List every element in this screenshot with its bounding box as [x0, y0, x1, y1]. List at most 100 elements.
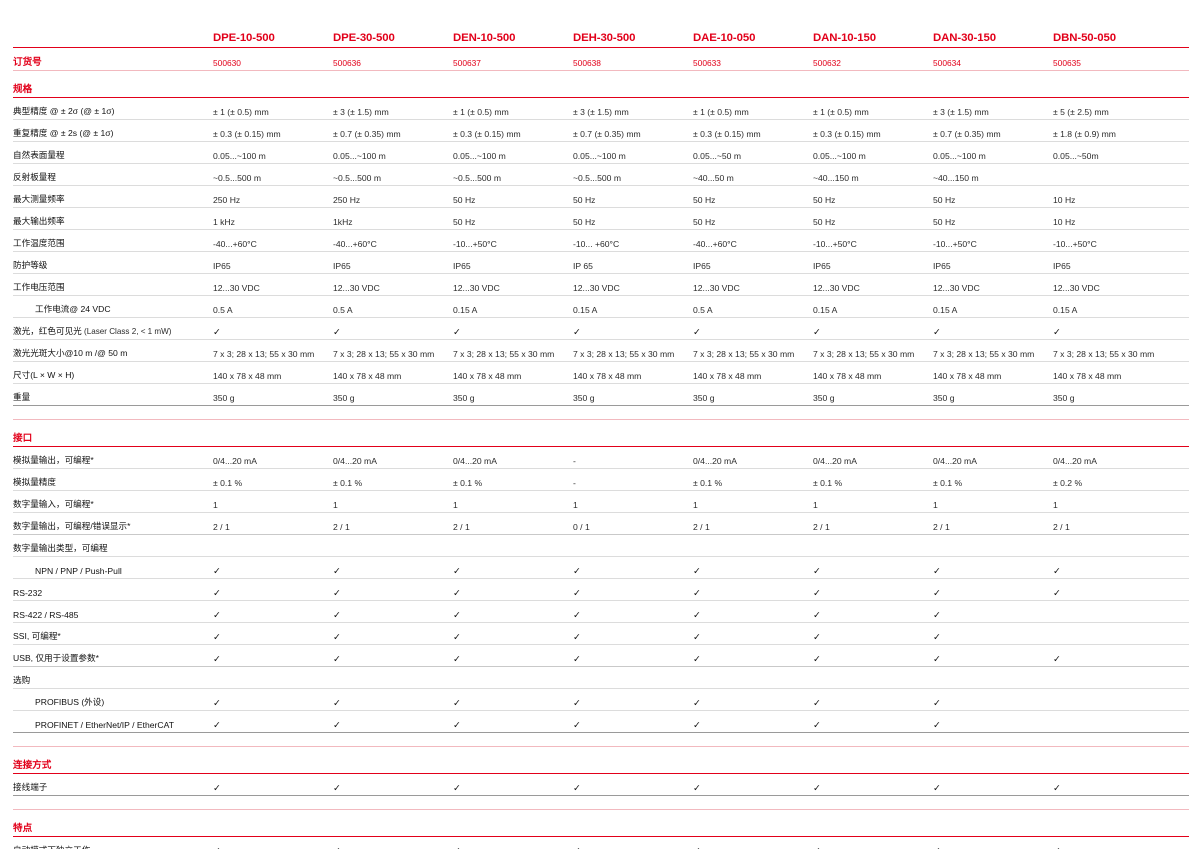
table-row: 尺寸(L × W × H) 140 x 78 x 48 mm 140 x 78 x …	[13, 361, 1189, 384]
cell-value: -10...+50°C	[933, 229, 1053, 252]
check-icon: ✓	[1053, 326, 1061, 337]
section-header-spacer	[1053, 746, 1189, 774]
cell-value: ± 3 (± 1.5) mm	[333, 97, 453, 120]
cell-check: ✓	[333, 836, 453, 849]
check-icon: ✓	[213, 565, 221, 576]
cell-value: 2 / 1	[933, 512, 1053, 535]
cell-value: 7 x 3; 28 x 13; 55 x 30 mm	[813, 339, 933, 362]
row-label: 自然表面量程	[13, 141, 213, 164]
check-icon: ✓	[693, 653, 701, 664]
cell-check	[933, 666, 1053, 689]
cell-value: 140 x 78 x 48 mm	[213, 361, 333, 384]
cell-value: 12...30 VDC	[213, 273, 333, 296]
check-icon: ✓	[813, 609, 821, 620]
cell-value: 50 Hz	[933, 207, 1053, 230]
row-label-text: RS-232	[13, 588, 43, 598]
check-icon: ✓	[213, 609, 221, 620]
column-header-dan-30-150: DAN-30-150	[933, 32, 996, 44]
cell-value: 2 / 1	[453, 512, 573, 535]
check-icon: ✓	[693, 326, 701, 337]
row-label-text: 自动模式下独立工作	[13, 845, 90, 849]
cell-value: ± 0.1 %	[933, 468, 1053, 491]
section-header-spacer	[573, 746, 693, 774]
cell-value: 10 Hz	[1053, 185, 1189, 208]
row-label-text: 典型精度 @ ± 2σ (@ ± 1σ)	[13, 106, 115, 116]
cell-check: ✓	[693, 644, 813, 667]
cell-value: ± 0.7 (± 0.35) mm	[573, 119, 693, 142]
check-icon: ✓	[213, 653, 221, 664]
specification-comparison-table: DPE-10-500 DPE-30-500 DEN-10-500 DEH-30-500…	[13, 22, 1189, 849]
cell-check: ✓	[213, 600, 333, 623]
check-icon: ✓	[933, 697, 941, 708]
cell-value: 12...30 VDC	[813, 273, 933, 296]
cell-check: ✓	[213, 578, 333, 601]
cell-value: 1	[213, 490, 333, 513]
cell-value: 0 / 1	[573, 512, 693, 535]
table-row: 反射板量程 ~0.5...500 m ~0.5...500 m ~0.5...500 …	[13, 163, 1189, 186]
cell-value: 7 x 3; 28 x 13; 55 x 30 mm	[573, 339, 693, 362]
cell-value: 7 x 3; 28 x 13; 55 x 30 mm	[213, 339, 333, 362]
cell-check: ✓	[333, 556, 453, 579]
cell-value: -40...+60°C	[333, 229, 453, 252]
check-icon: ✓	[813, 631, 821, 642]
check-icon: ✓	[453, 782, 461, 793]
section-header-spacer	[1053, 419, 1189, 447]
cell-check: ✓	[573, 644, 693, 667]
check-icon: ✓	[1053, 782, 1061, 793]
cell-value: ± 0.7 (± 0.35) mm	[933, 119, 1053, 142]
order-number-value: 500638	[573, 47, 693, 71]
cell-value: 0.05...~100 m	[453, 141, 573, 164]
order-number-row: 订货号 500630 500636 500637 500638 500633 500632 5…	[13, 47, 1189, 71]
check-icon: ✓	[693, 565, 701, 576]
check-icon: ✓	[693, 631, 701, 642]
section-header-spacer	[813, 746, 933, 774]
column-header-dbn-50-050: DBN-50-050	[1053, 32, 1116, 44]
table-row: NPN / PNP / Push-Pull ✓ ✓ ✓ ✓ ✓ ✓ ✓ ✓	[13, 556, 1189, 579]
cell-value: 12...30 VDC	[933, 273, 1053, 296]
cell-check: ✓	[333, 622, 453, 645]
cell-value: 140 x 78 x 48 mm	[333, 361, 453, 384]
cell-check: ✓	[213, 773, 333, 796]
cell-value: 0/4...20 mA	[213, 446, 333, 469]
row-label: 最大测量频率	[13, 185, 213, 208]
check-icon: ✓	[693, 782, 701, 793]
cell-check: ✓	[813, 644, 933, 667]
table-row: PROFINET / EtherNet/IP / EtherCAT ✓ ✓ ✓ ✓ ✓ ✓ ✓	[13, 710, 1189, 733]
row-label: 防护等级	[13, 251, 213, 274]
cell-value: 350 g	[693, 383, 813, 406]
table-row: PROFIBUS (外设) ✓ ✓ ✓ ✓ ✓ ✓ ✓	[13, 688, 1189, 711]
column-header-dan-10-150: DAN-10-150	[813, 32, 876, 44]
cell-check: ✓	[813, 710, 933, 733]
table-row: 最大输出频率 1 kHz 1kHz 50 Hz 50 Hz 50 Hz 50 Hz 50 Hz…	[13, 207, 1189, 230]
cell-value: 7 x 3; 28 x 13; 55 x 30 mm	[1053, 339, 1189, 362]
cell-check: ✓	[453, 773, 573, 796]
row-label-text: 反射板量程	[13, 172, 56, 182]
cell-value: IP65	[933, 251, 1053, 274]
table-row: 接线端子 ✓ ✓ ✓ ✓ ✓ ✓ ✓ ✓	[13, 773, 1189, 796]
section-header-row: 连接方式	[13, 746, 1189, 774]
cell-check: ✓	[333, 578, 453, 601]
cell-value: 250 Hz	[333, 185, 453, 208]
cell-check: ✓	[213, 836, 333, 849]
check-icon: ✓	[573, 631, 581, 642]
cell-check	[813, 666, 933, 689]
section-header-spacer	[453, 70, 573, 98]
section-header-spacer	[1053, 809, 1189, 837]
cell-value: 10 Hz	[1053, 207, 1189, 230]
cell-value: 0.15 A	[813, 295, 933, 318]
order-number-value: 500633	[693, 47, 813, 71]
cell-check: ✓	[213, 622, 333, 645]
cell-value: ± 1 (± 0.5) mm	[453, 97, 573, 120]
cell-check: ✓	[813, 317, 933, 340]
cell-value: ± 3 (± 1.5) mm	[573, 97, 693, 120]
cell-check: ✓	[573, 836, 693, 849]
section-header-spacer	[213, 419, 333, 447]
check-icon: ✓	[813, 653, 821, 664]
cell-value: 12...30 VDC	[453, 273, 573, 296]
check-icon: ✓	[213, 845, 221, 849]
cell-check: ✓	[453, 836, 573, 849]
check-icon: ✓	[813, 326, 821, 337]
row-label-text: 工作电压范围	[13, 282, 65, 292]
cell-value: 350 g	[573, 383, 693, 406]
check-icon: ✓	[693, 697, 701, 708]
